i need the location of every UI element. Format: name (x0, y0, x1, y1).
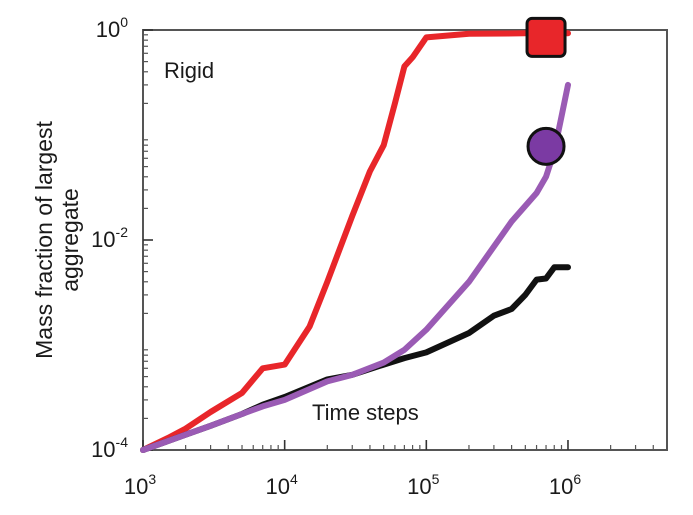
y-tick-label: 10-4 (91, 434, 128, 462)
minor-ticks (143, 34, 668, 450)
annotation-time-steps: Time steps (312, 400, 419, 425)
series-layer (140, 30, 571, 453)
x-tick-label: 103 (124, 471, 156, 499)
tick-labels: 103 104 105 106 10-4 10-2 100 (91, 14, 581, 499)
annotation-rigid: Rigid (164, 58, 214, 83)
series-marker-purple (526, 126, 566, 166)
y-axis-title: Mass fraction of largest aggregate (31, 121, 83, 359)
series-line-purple (140, 81, 571, 453)
y-axis-title-line2: aggregate (57, 188, 83, 292)
x-tick-label: 105 (407, 471, 439, 499)
x-tick-label: 104 (266, 471, 298, 499)
y-axis-title-line1: Mass fraction of largest (31, 121, 57, 359)
y-tick-label: 10-2 (91, 224, 128, 252)
marker-layer (525, 16, 567, 166)
series-marker-red (525, 16, 567, 58)
x-tick-label: 106 (549, 471, 581, 499)
y-tick-label: 100 (96, 14, 128, 42)
series-line-red (140, 30, 571, 453)
